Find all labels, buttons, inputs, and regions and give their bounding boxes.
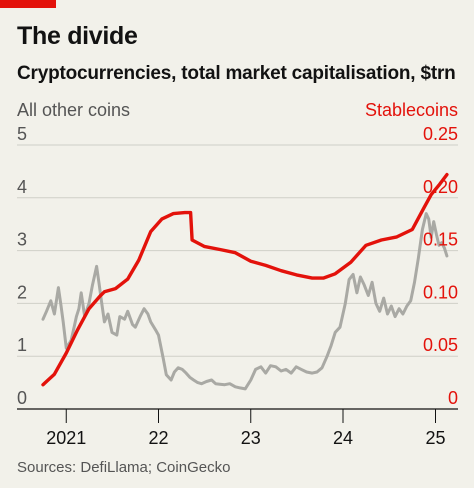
- right-axis-title: Stablecoins: [364, 100, 458, 120]
- y-right-tick-label: 0: [448, 388, 458, 408]
- y-right-tick-label: 0.20: [423, 177, 458, 197]
- series-line-stablecoins: [41, 172, 449, 387]
- y-left-tick-label: 4: [17, 177, 27, 197]
- x-axis-ticks: [65, 409, 437, 423]
- y-left-tick-label: 1: [17, 335, 27, 355]
- left-axis-title: All other coins: [17, 100, 131, 120]
- chart-subtitle: Cryptocurrencies, total market capitalis…: [17, 63, 456, 84]
- y-left-tick-label: 5: [17, 124, 27, 144]
- y-right-tick-label: 0.10: [423, 282, 458, 302]
- y-right-tick-label: 0.05: [423, 335, 458, 355]
- x-tick-label: 25: [425, 428, 445, 448]
- brand-flag: [0, 0, 56, 8]
- source-note: Sources: DefiLlama; CoinGecko: [17, 459, 231, 476]
- x-tick-label: 24: [333, 428, 353, 448]
- series-layer: [41, 172, 449, 391]
- chart-title: The divide: [17, 22, 138, 50]
- y-right-tick-label: 0.15: [423, 230, 458, 250]
- y-left-tick-label: 0: [17, 388, 27, 408]
- x-tick-label: 2021: [46, 428, 86, 448]
- x-tick-label: 23: [241, 428, 261, 448]
- y-right-tick-label: 0.25: [423, 124, 458, 144]
- x-tick-label: 22: [148, 428, 168, 448]
- y-left-tick-label: 3: [17, 230, 27, 250]
- tick-labels: 0 0 1 0.05 2 0.10 3 0.15 4 0.20 5 0.25 2021 22 23 24 25: [17, 124, 458, 448]
- gridlines: [17, 144, 458, 410]
- series-line-other-coins: [41, 212, 449, 391]
- y-left-tick-label: 2: [17, 282, 27, 302]
